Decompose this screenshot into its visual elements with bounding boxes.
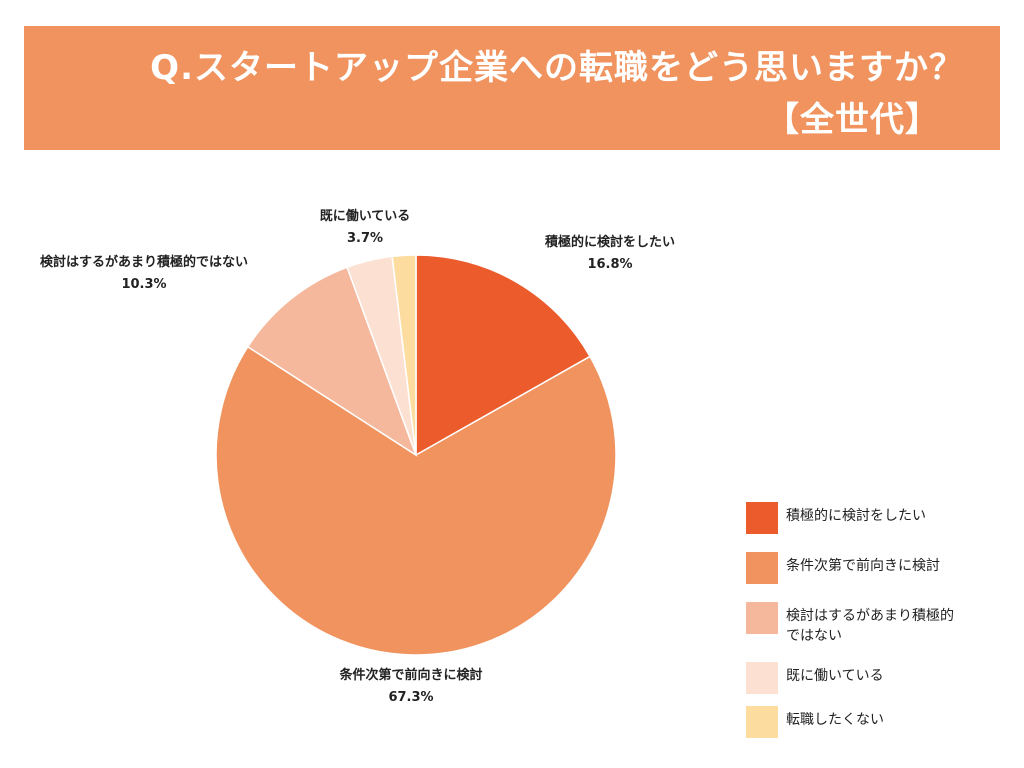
legend-item: 転職したくない bbox=[746, 704, 986, 754]
legend-swatch bbox=[746, 502, 778, 534]
pie-slice-1 bbox=[215, 345, 617, 656]
chart-title: Q.スタートアップ企業への転職をどう思いますか？ bbox=[150, 48, 964, 88]
legend-item: 既に働いている bbox=[746, 660, 986, 704]
slice-label-0-value: 16.8% bbox=[587, 257, 633, 272]
pie-slice-0 bbox=[415, 254, 592, 457]
slice-label-3: 既に働いている 3.7% bbox=[290, 206, 440, 250]
legend-swatch bbox=[746, 662, 778, 694]
legend-label: 転職したくない bbox=[786, 712, 884, 728]
legend-item: 条件次第で前向きに検討 bbox=[746, 550, 986, 600]
title-banner: Q.スタートアップ企業への転職をどう思いますか？ 【全世代】 bbox=[24, 26, 1000, 150]
legend-label: 積極的に検討をしたい bbox=[786, 508, 926, 524]
slice-label-1: 条件次第で前向きに検討 67.3% bbox=[306, 665, 516, 709]
slice-label-0: 積極的に検討をしたい 16.8% bbox=[520, 232, 700, 276]
pie-slices bbox=[215, 254, 617, 656]
legend-label: 条件次第で前向きに検討 bbox=[786, 558, 940, 574]
slice-label-1-name: 条件次第で前向きに検討 bbox=[339, 668, 483, 683]
slice-label-3-name: 既に働いている bbox=[319, 209, 411, 224]
legend-swatch bbox=[746, 602, 778, 634]
legend-swatch bbox=[746, 706, 778, 738]
slice-label-2: 検討はするがあまり積極的ではない 10.3% bbox=[4, 252, 284, 296]
legend-item: 検討はするがあまり積極的ではない bbox=[746, 600, 986, 660]
legend-swatch bbox=[746, 552, 778, 584]
slice-label-2-name: 検討はするがあまり積極的ではない bbox=[39, 255, 248, 270]
slice-label-1-value: 67.3% bbox=[388, 690, 434, 705]
chart-subtitle: 【全世代】 bbox=[765, 100, 940, 140]
slice-label-0-name: 積極的に検討をしたい bbox=[544, 235, 675, 250]
slice-label-2-value: 10.3% bbox=[121, 277, 167, 292]
slice-label-3-value: 3.7% bbox=[346, 231, 384, 246]
legend-item: 積極的に検討をしたい bbox=[746, 500, 986, 550]
pie-slice-4 bbox=[391, 254, 417, 456]
legend-label: 検討はするがあまり積極的ではない bbox=[786, 608, 954, 644]
pie-slice-2 bbox=[246, 266, 418, 457]
legend: 積極的に検討をしたい 条件次第で前向きに検討 検討はするがあまり積極的ではない … bbox=[746, 500, 986, 754]
legend-label: 既に働いている bbox=[786, 668, 884, 684]
